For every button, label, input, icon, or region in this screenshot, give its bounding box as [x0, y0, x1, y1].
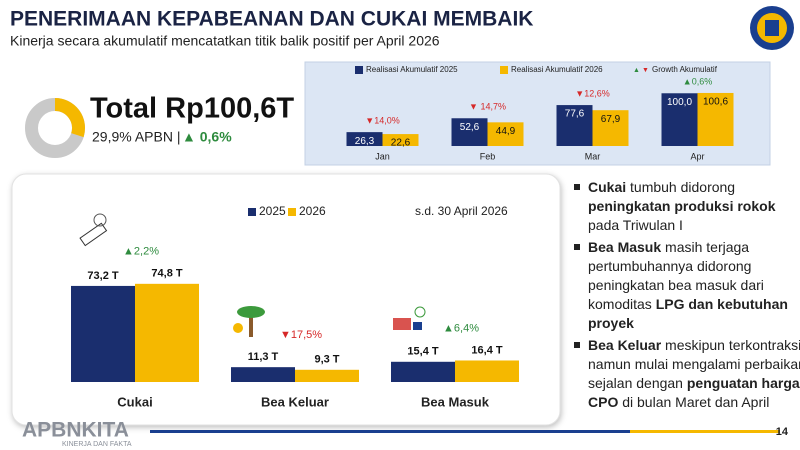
- logo: [750, 6, 794, 50]
- value-label: 77,6: [565, 109, 585, 120]
- bar: [556, 105, 593, 146]
- growth-label: ▼14,0%: [365, 116, 399, 126]
- legend-icon: ▼: [642, 67, 649, 74]
- icon-trucks: [393, 306, 426, 330]
- legend-label: Realisasi Akumulatif 2025: [366, 65, 458, 74]
- value-label: 52,6: [460, 122, 480, 133]
- footer-tagline: KINERJA DAN FAKTA: [62, 441, 132, 448]
- bar: [135, 283, 199, 382]
- growth-label: ▼12,6%: [575, 88, 609, 98]
- value-label: 44,9: [496, 126, 516, 137]
- icon-palm: [233, 306, 265, 337]
- bar: [487, 122, 524, 146]
- footer-line-blue: [150, 430, 630, 433]
- growth-label: ▲0,6%: [683, 76, 712, 86]
- bullet-text: masih terjaga pertumbuhannya didorong pe…: [588, 239, 764, 312]
- value-label: 100,0: [667, 97, 692, 108]
- legend-label: 2025: [259, 204, 286, 218]
- bar: [295, 369, 359, 382]
- growth-label: ▼17,5%: [280, 329, 322, 341]
- value-label: 74,8 T: [151, 268, 182, 280]
- growth-label: ▼ 14,7%: [469, 102, 506, 112]
- bullet: Bea Keluar meskipun terkontraksi namun m…: [574, 336, 800, 412]
- footer-brand: APBNKITA: [22, 419, 129, 442]
- legend-swatch: [288, 208, 296, 216]
- value-label: 26,3: [355, 136, 375, 147]
- bar: [231, 367, 295, 382]
- bullet-text: tumbuh didorong: [626, 179, 736, 195]
- bullet-text: pada Triwulan I: [588, 217, 683, 233]
- bullet-text: di bulan Maret dan April: [618, 394, 770, 410]
- bullet-bold-text: peningkatan produksi rokok: [588, 198, 776, 214]
- bar: [451, 118, 488, 146]
- bullet-bold-text: penguatan harga CPO: [588, 375, 800, 410]
- value-label: 11,3 T: [248, 351, 279, 363]
- bar: [346, 132, 383, 146]
- value-label: 67,9: [601, 114, 621, 125]
- x-tick-label: Bea Keluar: [261, 394, 329, 409]
- icon-cigarette: [79, 213, 108, 247]
- legend-label: Growth Akumulatif: [652, 65, 718, 74]
- legend-swatch: [355, 66, 363, 74]
- x-tick-label: Mar: [585, 151, 601, 161]
- bullet-bold-text: LPG dan kebutuhan proyek: [588, 296, 788, 331]
- title: PENERIMAAN KEPABEANAN DAN CUKAI MEMBAIK: [10, 8, 533, 31]
- x-tick-label: Apr: [690, 151, 704, 161]
- x-tick-label: Bea Masuk: [421, 394, 490, 409]
- bullet: Bea Masuk masih terjaga pertumbuhannya d…: [574, 238, 800, 333]
- legend-swatch: [500, 66, 508, 74]
- value-label: 100,6: [703, 97, 728, 108]
- donut-segment: [54, 98, 85, 138]
- bar: [71, 285, 135, 382]
- bullet-list: Cukai tumbuh didorong peningkatan produk…: [572, 178, 800, 415]
- total-apbn: 29,9% APBN |: [92, 129, 180, 145]
- legend-label: 2026: [299, 204, 326, 218]
- bullet-bold-text: Bea Masuk: [588, 239, 662, 255]
- bullet-bold-text: Bea Keluar: [588, 337, 662, 353]
- bar: [382, 134, 419, 146]
- bar: [455, 360, 519, 382]
- bar: [391, 361, 455, 382]
- growth-label: ▲2,2%: [123, 246, 159, 258]
- subtitle: Kinerja secara akumulatif mencatatkan ti…: [10, 33, 440, 49]
- value-label: 15,4 T: [407, 346, 438, 358]
- legend-label: Realisasi Akumulatif 2026: [511, 65, 603, 74]
- total-label: Total Rp100,6T: [90, 93, 294, 125]
- note: s.d. 30 April 2026: [415, 204, 508, 218]
- value-label: 73,2 T: [87, 270, 118, 282]
- x-tick-label: Jan: [375, 151, 390, 161]
- bar: [661, 93, 698, 146]
- page-number: 14: [776, 426, 789, 438]
- bullet-bold-text: Cukai: [588, 179, 627, 195]
- value-label: 9,3 T: [314, 354, 339, 366]
- value-label: 16,4 T: [471, 344, 502, 356]
- value-label: 22,6: [391, 138, 411, 149]
- bullet: Cukai tumbuh didorong peningkatan produk…: [574, 178, 800, 235]
- footer-line-yellow: [630, 430, 780, 433]
- bullet-text: meskipun terkontraksi namun mulai mengal…: [588, 337, 800, 391]
- total-growth: ▲ 0,6%: [182, 129, 232, 145]
- bar: [697, 92, 734, 146]
- x-tick-label: Cukai: [117, 394, 152, 409]
- legend-swatch: [248, 208, 256, 216]
- growth-label: ▲6,4%: [443, 322, 479, 334]
- x-tick-label: Feb: [480, 151, 496, 161]
- bar: [592, 110, 629, 146]
- legend-icon: ▲: [633, 67, 640, 74]
